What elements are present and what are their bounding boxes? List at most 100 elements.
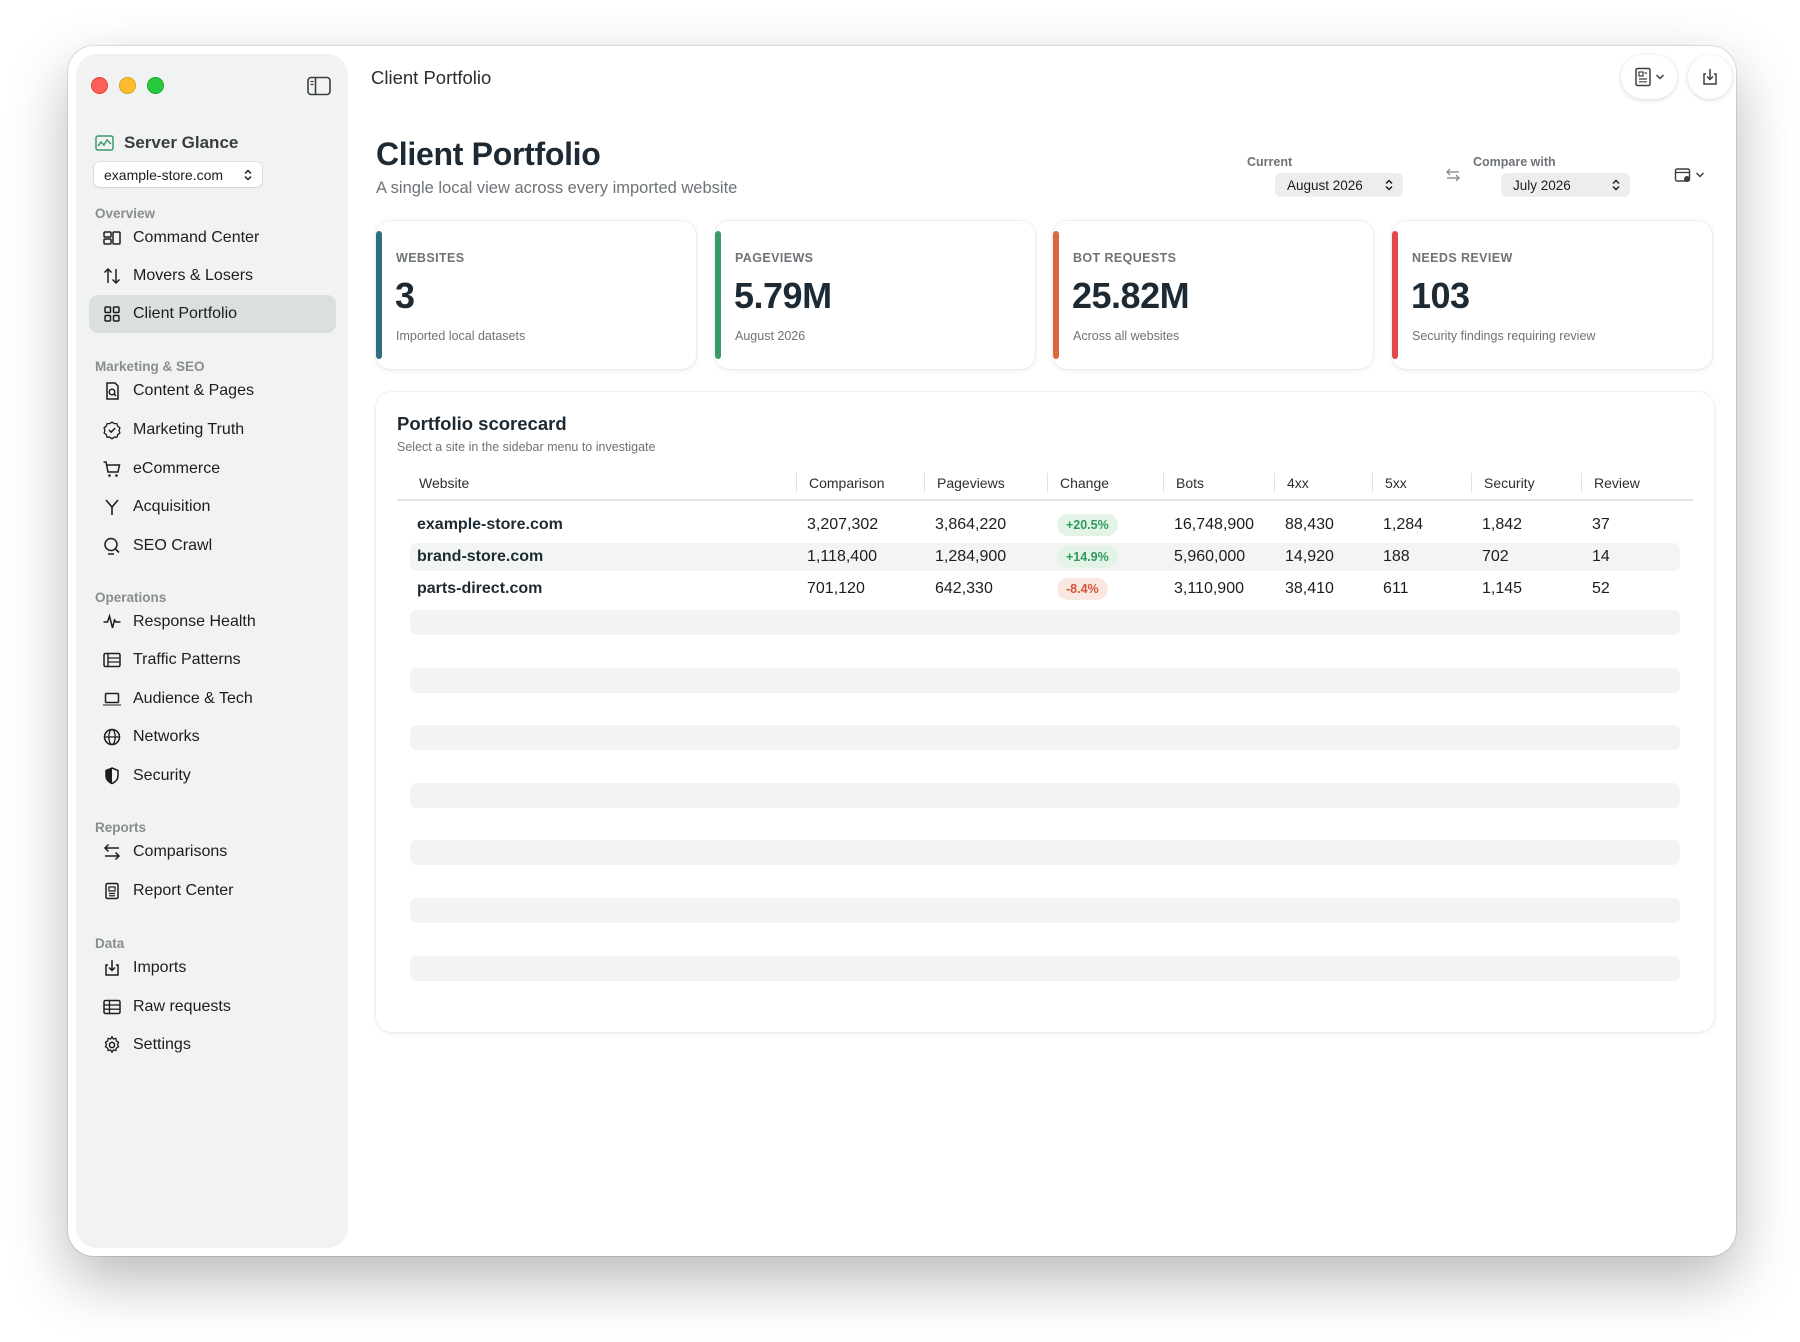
page-title: Client Portfolio bbox=[376, 136, 601, 172]
column-header-comparison[interactable]: Comparison bbox=[809, 475, 885, 491]
column-header-review[interactable]: Review bbox=[1594, 475, 1640, 491]
sidebar-toggle-icon[interactable] bbox=[307, 76, 331, 96]
laptop-icon bbox=[103, 692, 121, 706]
compare-period-select[interactable]: July 2026 bbox=[1501, 173, 1630, 197]
import-icon bbox=[1703, 69, 1717, 85]
kpi-accent-bar bbox=[1053, 231, 1059, 359]
kpi-label: PAGEVIEWS bbox=[735, 251, 814, 265]
sidebar-item-movers-losers[interactable]: Movers & Losers bbox=[89, 257, 336, 295]
funnel-branch-icon bbox=[105, 499, 119, 515]
cell-4xx: 38,410 bbox=[1285, 580, 1334, 597]
list-timeline-icon bbox=[103, 652, 121, 668]
compare-period-value: July 2026 bbox=[1513, 177, 1571, 193]
sidebar-item-label: Report Center bbox=[133, 882, 234, 899]
column-header-security[interactable]: Security bbox=[1484, 475, 1535, 491]
shield-icon bbox=[105, 767, 119, 785]
kpi-label: WEBSITES bbox=[396, 251, 465, 265]
placeholder-row bbox=[410, 783, 1680, 808]
pulse-icon bbox=[103, 613, 121, 629]
spider-search-icon bbox=[104, 537, 120, 555]
zoom-window-button[interactable] bbox=[147, 77, 164, 94]
brand-title: Server Glance bbox=[124, 133, 239, 152]
sidebar-item-ecommerce[interactable]: eCommerce bbox=[89, 450, 336, 488]
kpi-accent-bar bbox=[1392, 231, 1398, 359]
kpi-value: 3 bbox=[395, 275, 415, 316]
change-badge: -8.4% bbox=[1057, 578, 1108, 600]
placeholder-row bbox=[410, 956, 1680, 981]
sidebar-item-networks[interactable]: Networks bbox=[89, 718, 336, 756]
sidebar-item-label: Command Center bbox=[133, 229, 260, 246]
column-header-5xx[interactable]: 5xx bbox=[1385, 475, 1407, 491]
kpi-note: August 2026 bbox=[735, 329, 806, 343]
column-divider bbox=[1581, 473, 1582, 492]
calendar-icon bbox=[1674, 168, 1691, 182]
swap-periods-icon[interactable] bbox=[1444, 166, 1462, 189]
sidebar-item-label: Acquisition bbox=[133, 498, 211, 515]
cell-website[interactable]: example-store.com bbox=[417, 516, 563, 533]
column-header-change[interactable]: Change bbox=[1060, 475, 1110, 491]
cell-pageviews: 3,864,220 bbox=[935, 516, 1007, 533]
minimize-window-button[interactable] bbox=[119, 77, 136, 94]
cell-review: 14 bbox=[1592, 548, 1610, 565]
report-menu-button[interactable] bbox=[1621, 55, 1677, 99]
column-divider bbox=[796, 473, 797, 492]
sidebar-item-seo-crawl[interactable]: SEO Crawl bbox=[89, 527, 336, 565]
seal-check-icon bbox=[103, 421, 121, 440]
cell-4xx: 14,920 bbox=[1285, 548, 1334, 565]
sidebar-item-response-health[interactable]: Response Health bbox=[89, 603, 336, 641]
report-icon bbox=[1634, 67, 1651, 87]
sidebar-item-label: SEO Crawl bbox=[133, 537, 213, 554]
current-period-select[interactable]: August 2026 bbox=[1275, 173, 1403, 197]
arrows-up-down-icon bbox=[103, 267, 121, 285]
sidebar-item-label: Networks bbox=[133, 728, 200, 745]
kpi-label: NEEDS REVIEW bbox=[1412, 251, 1513, 265]
kpi-accent-bar bbox=[376, 231, 382, 359]
cell-website[interactable]: parts-direct.com bbox=[417, 580, 543, 597]
sidebar-item-audience-tech[interactable]: Audience & Tech bbox=[89, 680, 336, 718]
command-center-icon bbox=[103, 231, 121, 245]
cell-security: 1,145 bbox=[1482, 580, 1523, 597]
kpi-card-pageviews: PAGEVIEWS 5.79M August 2026 bbox=[715, 221, 1035, 369]
cell-comparison: 3,207,302 bbox=[807, 516, 879, 533]
cell-5xx: 188 bbox=[1383, 548, 1410, 565]
sidebar-item-settings[interactable]: Settings bbox=[89, 1026, 336, 1064]
table-row[interactable] bbox=[410, 543, 1680, 571]
sidebar-item-content-pages[interactable]: Content & Pages bbox=[89, 372, 336, 410]
sidebar-item-marketing-truth[interactable]: Marketing Truth bbox=[89, 411, 336, 449]
site-selector-value: example-store.com bbox=[104, 166, 224, 183]
kpi-value: 25.82M bbox=[1072, 275, 1190, 316]
page-subtitle: A single local view across every importe… bbox=[376, 179, 738, 197]
close-window-button[interactable] bbox=[91, 77, 108, 94]
kpi-label: BOT REQUESTS bbox=[1073, 251, 1177, 265]
sidebar-item-acquisition[interactable]: Acquisition bbox=[89, 488, 336, 526]
current-period-label: Current bbox=[1247, 155, 1293, 169]
column-divider bbox=[1163, 473, 1164, 492]
sidebar-item-comparisons[interactable]: Comparisons bbox=[89, 833, 336, 871]
cell-website[interactable]: brand-store.com bbox=[417, 548, 544, 565]
kpi-note: Imported local datasets bbox=[396, 329, 526, 343]
sidebar-item-command-center[interactable]: Command Center bbox=[89, 219, 336, 257]
sidebar-item-security[interactable]: Security bbox=[89, 757, 336, 795]
kpi-card-websites: WEBSITES 3 Imported local datasets bbox=[376, 221, 696, 369]
column-header-bots[interactable]: Bots bbox=[1176, 475, 1205, 491]
compare-period-label: Compare with bbox=[1473, 155, 1556, 169]
sidebar-item-traffic-patterns[interactable]: Traffic Patterns bbox=[89, 641, 336, 679]
sidebar-item-raw-requests[interactable]: Raw requests bbox=[89, 988, 336, 1026]
export-button[interactable] bbox=[1688, 55, 1732, 99]
sidebar-item-report-center[interactable]: Report Center bbox=[89, 872, 336, 910]
cell-comparison: 701,120 bbox=[807, 580, 865, 597]
column-header-4xx[interactable]: 4xx bbox=[1287, 475, 1309, 491]
report-icon bbox=[105, 882, 119, 900]
activity-chart-icon bbox=[95, 135, 114, 151]
sidebar-item-label: Client Portfolio bbox=[133, 305, 238, 322]
sidebar-item-imports[interactable]: Imports bbox=[89, 949, 336, 987]
calendar-menu-button[interactable] bbox=[1674, 167, 1705, 183]
column-header-pageviews[interactable]: Pageviews bbox=[937, 475, 1005, 491]
column-header-website[interactable]: Website bbox=[419, 475, 470, 491]
sidebar-item-client-portfolio[interactable]: Client Portfolio bbox=[89, 295, 336, 333]
grid-icon bbox=[104, 306, 120, 322]
scorecard-subtitle: Select a site in the sidebar menu to inv… bbox=[397, 440, 656, 454]
site-selector[interactable]: example-store.com bbox=[94, 162, 262, 187]
sidebar-item-label: Content & Pages bbox=[133, 382, 254, 399]
section-label-operations: Operations bbox=[95, 590, 167, 605]
